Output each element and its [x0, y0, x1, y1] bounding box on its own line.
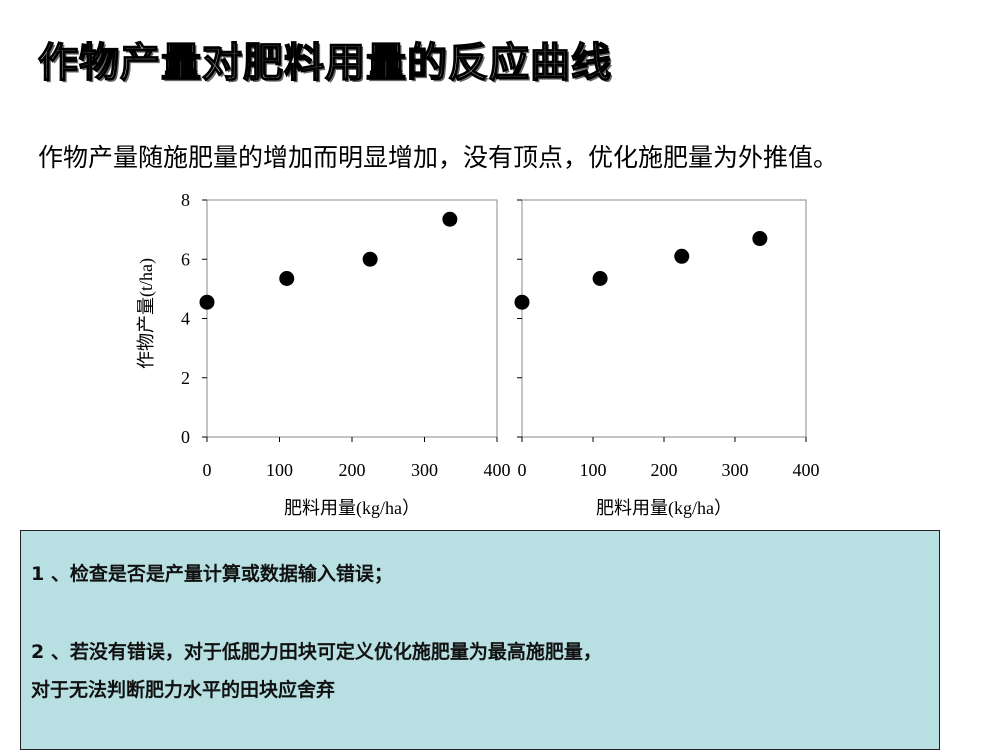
chart1-x-axis-label: 肥料用量(kg/ha）: [284, 498, 420, 519]
chart1-x-tick-label: 100: [266, 460, 293, 480]
chart1-data-point: [279, 271, 295, 287]
chart2-x-tick-label: 300: [722, 460, 749, 480]
chart2-data-point: [674, 248, 690, 264]
chart2-x-axis-label: 肥料用量(kg/ha）: [596, 498, 732, 519]
note-line-3: 对于无法判断肥力水平的田块应舍弃: [31, 679, 336, 701]
chart2-data-point: [752, 231, 768, 247]
chart2-x-tick-label: 200: [651, 460, 678, 480]
notes-box: 1 、检查是否是产量计算或数据输入错误； 2 、若没有错误，对于低肥力田块可定义…: [20, 530, 940, 750]
chart1-x-tick-label: 0: [203, 460, 212, 480]
chart1-y-tick-label: 2: [181, 368, 190, 388]
chart1-data-point: [442, 211, 458, 227]
chart1-x-tick-label: 200: [339, 460, 366, 480]
note-line-1: 1 、检查是否是产量计算或数据输入错误；: [31, 563, 393, 585]
yield-response-charts: 0 100 200 300 400 0 2 4 6 8 肥料用量(kg/ha） 作物产量(t/ha) 0…: [136, 190, 820, 519]
chart1-data-point: [199, 294, 215, 310]
chart1-y-tick-label: 6: [181, 249, 190, 269]
slide-title: 作物产量对肥料用量的反应曲线: [37, 39, 612, 87]
chart1-x-tick-label: 400: [484, 460, 511, 480]
chart1-plot-frame: [206, 199, 498, 438]
chart1-y-tick-label: 8: [181, 190, 190, 210]
chart2-x-tick-label: 0: [518, 460, 527, 480]
chart2-data-point: [514, 294, 530, 310]
chart2-x-tick-label: 400: [793, 460, 820, 480]
slide-subtitle: 作物产量随施肥量的增加而明显增加，没有顶点，优化施肥量为外推值。: [38, 143, 839, 172]
chart1-data-point: [362, 251, 378, 267]
note-line-2: 2 、若没有错误，对于低肥力田块可定义优化施肥量为最高施肥量，: [31, 641, 602, 663]
chart2-data-point: [592, 271, 608, 287]
chart1-x-tick-label: 300: [411, 460, 438, 480]
chart1-y-tick-label: 4: [181, 309, 190, 329]
chart1-y-tick-label: 0: [181, 427, 190, 447]
chart2-x-tick-label: 100: [580, 460, 607, 480]
chart1-y-axis-label: 作物产量(t/ha): [136, 258, 157, 369]
